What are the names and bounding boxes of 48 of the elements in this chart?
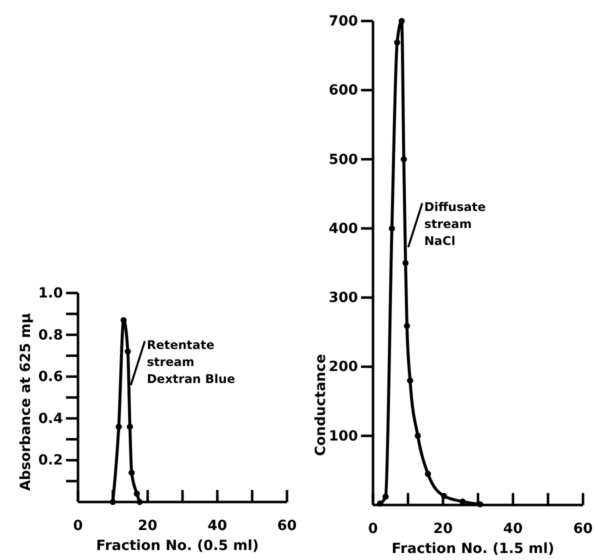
y-tick-label: 100 xyxy=(328,428,358,444)
point xyxy=(136,498,143,506)
point xyxy=(120,317,127,324)
point xyxy=(404,322,410,330)
point xyxy=(400,156,407,162)
point xyxy=(128,470,135,476)
y-tick-label: 500 xyxy=(328,152,358,168)
y-axis-title: Conductance xyxy=(313,354,329,456)
y-tick-label: 0.2 xyxy=(38,452,63,469)
point xyxy=(398,18,405,24)
point xyxy=(124,348,131,355)
y-axis-title: Absorbance at 625 mμ xyxy=(18,313,34,491)
point xyxy=(126,424,133,430)
point xyxy=(414,432,421,439)
x-tick-label: 20 xyxy=(433,520,453,537)
x-tick-label: 60 xyxy=(573,520,593,537)
point xyxy=(382,494,389,500)
point xyxy=(402,260,409,266)
point xyxy=(424,470,432,477)
x-axis-title: Fraction No. (1.5 ml) xyxy=(392,541,554,557)
y-tick-label: 200 xyxy=(328,359,358,376)
x-axis-title: Fraction No. (0.5 ml) xyxy=(96,538,259,554)
y-tick-label: 0.8 xyxy=(38,327,63,344)
y-tick-label: 600 xyxy=(328,82,358,99)
point xyxy=(394,39,400,46)
point xyxy=(134,490,140,497)
point xyxy=(460,498,466,505)
y-tick-label: 0.4 xyxy=(38,410,64,427)
y-tick-label: 300 xyxy=(328,290,358,306)
point xyxy=(440,492,448,500)
point xyxy=(110,498,116,506)
point xyxy=(407,377,414,384)
point xyxy=(388,225,395,232)
x-tick-label: 20 xyxy=(138,518,158,534)
y-tick-label: 700 xyxy=(328,13,358,30)
x-tick-label: 40 xyxy=(503,520,523,537)
y-tick-label: 0.6 xyxy=(38,369,63,386)
point xyxy=(116,424,122,430)
annotation: Diffusate stream NaCl xyxy=(424,200,486,248)
y-tick-label: 400 xyxy=(328,220,358,237)
point xyxy=(376,500,384,507)
text: 1.0 xyxy=(38,285,63,302)
x-tick-label: 40 xyxy=(208,518,228,534)
point xyxy=(477,501,484,508)
annotation: Retentate stream Dextran Blue xyxy=(146,338,236,386)
x-tick-label: 60 xyxy=(277,518,297,534)
x-tick-label: 0 xyxy=(368,520,378,537)
x-tick-label: 0 xyxy=(73,518,84,534)
